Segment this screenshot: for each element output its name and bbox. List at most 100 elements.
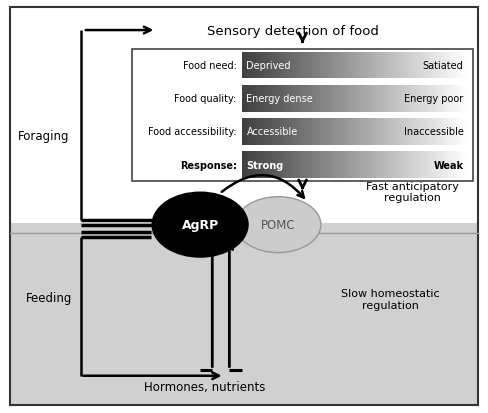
- Bar: [385, 86, 388, 112]
- Bar: [275, 152, 279, 178]
- Text: Response:: Response:: [180, 160, 237, 170]
- Bar: [435, 53, 439, 79]
- Bar: [269, 86, 273, 112]
- Bar: [421, 152, 425, 178]
- Bar: [379, 152, 383, 178]
- Bar: [429, 86, 433, 112]
- Bar: [461, 53, 464, 79]
- Bar: [359, 152, 363, 178]
- Bar: [278, 119, 282, 145]
- Bar: [250, 53, 253, 79]
- Bar: [295, 119, 298, 145]
- Bar: [357, 152, 360, 178]
- Bar: [289, 152, 293, 178]
- Bar: [365, 152, 368, 178]
- Bar: [301, 119, 304, 145]
- Bar: [250, 86, 253, 112]
- Bar: [334, 152, 338, 178]
- Bar: [275, 119, 279, 145]
- Bar: [331, 152, 335, 178]
- Bar: [421, 53, 425, 79]
- Bar: [317, 119, 321, 145]
- Bar: [447, 152, 450, 178]
- Bar: [463, 86, 467, 112]
- Bar: [306, 86, 309, 112]
- Bar: [328, 119, 332, 145]
- Bar: [424, 119, 427, 145]
- Bar: [362, 152, 366, 178]
- Bar: [281, 53, 284, 79]
- Bar: [343, 152, 346, 178]
- Bar: [334, 86, 338, 112]
- Bar: [281, 152, 284, 178]
- Bar: [396, 86, 399, 112]
- Bar: [340, 53, 343, 79]
- Bar: [264, 152, 267, 178]
- Bar: [393, 152, 396, 178]
- Bar: [373, 119, 377, 145]
- Bar: [407, 53, 410, 79]
- Bar: [354, 119, 357, 145]
- Text: Fast anticipatory
regulation: Fast anticipatory regulation: [366, 181, 459, 203]
- Bar: [309, 152, 312, 178]
- Bar: [452, 119, 455, 145]
- FancyArrowPatch shape: [222, 176, 304, 198]
- Bar: [359, 53, 363, 79]
- Bar: [317, 53, 321, 79]
- Bar: [376, 53, 380, 79]
- Bar: [264, 53, 267, 79]
- Bar: [461, 86, 464, 112]
- Bar: [250, 119, 253, 145]
- Bar: [461, 152, 464, 178]
- Bar: [303, 119, 306, 145]
- Bar: [298, 152, 301, 178]
- Bar: [373, 53, 377, 79]
- Text: POMC: POMC: [261, 218, 295, 232]
- Bar: [298, 53, 301, 79]
- Bar: [396, 119, 399, 145]
- Bar: [373, 86, 377, 112]
- Bar: [418, 152, 422, 178]
- Bar: [253, 119, 256, 145]
- Bar: [306, 119, 309, 145]
- Bar: [292, 86, 295, 112]
- Bar: [435, 119, 439, 145]
- Bar: [362, 119, 366, 145]
- Bar: [343, 53, 346, 79]
- Bar: [337, 53, 340, 79]
- Bar: [393, 86, 396, 112]
- Bar: [452, 86, 455, 112]
- Bar: [314, 119, 318, 145]
- Bar: [295, 86, 298, 112]
- Bar: [449, 53, 452, 79]
- Bar: [331, 86, 335, 112]
- Bar: [458, 119, 461, 145]
- Bar: [317, 86, 321, 112]
- Bar: [447, 86, 450, 112]
- Bar: [267, 53, 270, 79]
- Text: Food need:: Food need:: [183, 61, 237, 71]
- Bar: [421, 86, 425, 112]
- Bar: [284, 119, 287, 145]
- Bar: [326, 53, 329, 79]
- Bar: [438, 119, 441, 145]
- Bar: [362, 86, 366, 112]
- Bar: [247, 53, 250, 79]
- Bar: [10, 223, 478, 405]
- Bar: [444, 119, 447, 145]
- Bar: [359, 119, 363, 145]
- Bar: [301, 152, 304, 178]
- Bar: [351, 152, 354, 178]
- Bar: [269, 53, 273, 79]
- Bar: [301, 53, 304, 79]
- Ellipse shape: [152, 193, 247, 257]
- Bar: [253, 86, 256, 112]
- Bar: [449, 86, 452, 112]
- Bar: [365, 53, 368, 79]
- Bar: [407, 119, 410, 145]
- Bar: [452, 53, 455, 79]
- Bar: [244, 119, 248, 145]
- Bar: [376, 86, 380, 112]
- Bar: [424, 152, 427, 178]
- Bar: [390, 152, 393, 178]
